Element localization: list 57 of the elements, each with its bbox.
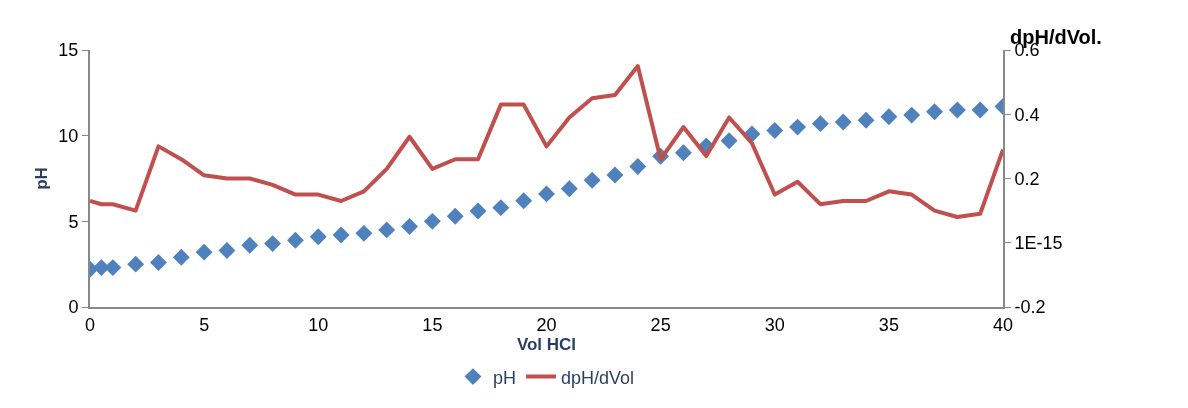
y-tick-label: 10 bbox=[58, 125, 79, 146]
point bbox=[926, 103, 943, 121]
x-tick-label: 25 bbox=[650, 314, 671, 335]
point bbox=[127, 255, 145, 273]
x-axis-title: Vol HCl bbox=[516, 334, 577, 354]
point bbox=[766, 122, 784, 139]
point bbox=[469, 202, 487, 220]
point bbox=[286, 231, 304, 249]
point bbox=[264, 235, 282, 253]
point bbox=[720, 132, 738, 150]
x-tick-label: 40 bbox=[992, 314, 1014, 335]
y-tick-label: 0 bbox=[68, 297, 79, 318]
point bbox=[401, 218, 418, 235]
legend-label: dpH/dVol bbox=[561, 367, 635, 388]
point bbox=[971, 101, 989, 119]
point bbox=[355, 224, 373, 242]
point bbox=[675, 144, 692, 162]
point bbox=[560, 180, 578, 198]
point bbox=[583, 171, 601, 189]
x-tick-label: 20 bbox=[536, 314, 557, 335]
x-tick-label: 30 bbox=[764, 314, 785, 335]
point bbox=[903, 106, 921, 124]
y2-tick-label: 1E-15 bbox=[1014, 233, 1063, 254]
x-tick-label: 15 bbox=[422, 314, 443, 335]
point bbox=[150, 254, 167, 271]
point bbox=[492, 199, 510, 217]
point bbox=[629, 158, 647, 175]
y-axis-title: pH bbox=[32, 167, 52, 190]
point bbox=[880, 108, 898, 126]
point bbox=[834, 113, 852, 131]
point bbox=[218, 242, 236, 259]
legend-label: pH bbox=[493, 367, 517, 388]
point bbox=[241, 236, 259, 254]
x-tick-label: 35 bbox=[878, 314, 899, 335]
x-tick-label: 0 bbox=[84, 314, 96, 335]
point bbox=[446, 207, 464, 225]
point bbox=[538, 185, 555, 203]
point bbox=[378, 221, 396, 239]
y2-tick-label: 0.4 bbox=[1014, 104, 1040, 125]
y-tick-label: 15 bbox=[58, 40, 79, 61]
point bbox=[172, 248, 190, 266]
x-tick-label: 10 bbox=[308, 314, 329, 335]
y-tick-label: 5 bbox=[68, 211, 79, 232]
point bbox=[195, 243, 213, 261]
line-series bbox=[90, 64, 1003, 220]
point bbox=[309, 228, 327, 246]
point bbox=[811, 115, 829, 133]
y2-tick-label: 0.2 bbox=[1014, 168, 1040, 189]
point bbox=[948, 101, 966, 119]
y2-tick-label: -0.2 bbox=[1014, 297, 1046, 318]
x-tick-label: 5 bbox=[199, 314, 210, 335]
point bbox=[423, 212, 441, 230]
point bbox=[606, 166, 624, 184]
point bbox=[332, 226, 350, 244]
point bbox=[789, 118, 807, 136]
point bbox=[515, 192, 533, 210]
point bbox=[857, 111, 875, 129]
